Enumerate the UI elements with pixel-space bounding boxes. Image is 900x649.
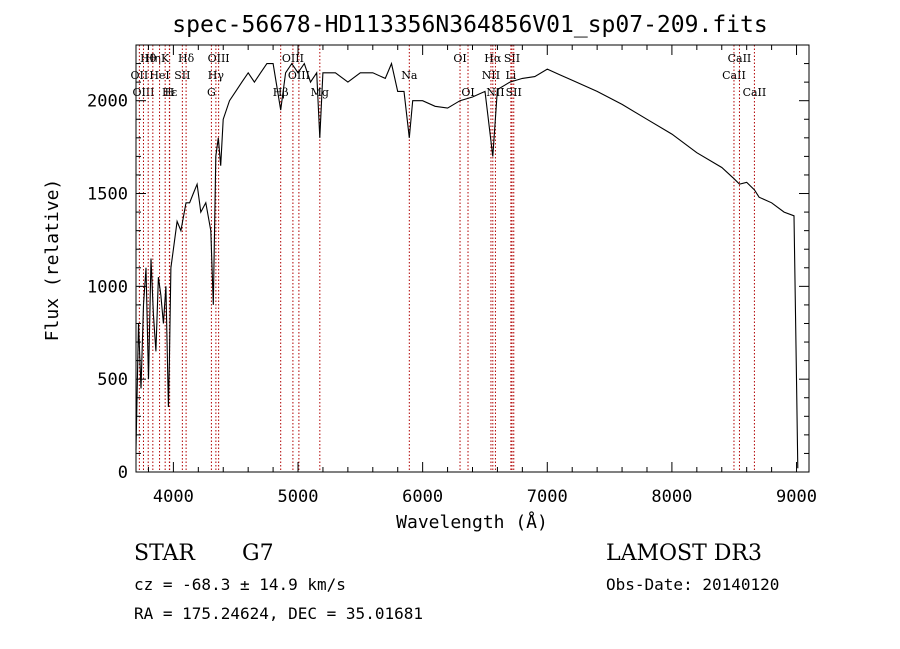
y-tick-label: 1500: [87, 185, 128, 205]
spectrum-line: [135, 61, 799, 469]
spectral-line-label: OIII: [132, 86, 154, 99]
spectral-line-label: Hγ: [208, 69, 225, 82]
x-tick-label: 8000: [651, 487, 692, 507]
chart-title: spec-56678-HD113356N364856V01_sp07-209.f…: [172, 12, 767, 38]
y-axis: 0 500 1000 1500 2000: [87, 63, 809, 483]
spectral-line-label: Mg: [311, 86, 329, 99]
x-tick-label: 5000: [278, 487, 319, 507]
spectral-line-label: H: [165, 86, 175, 99]
x-axis: 4000 5000 6000 7000 8000 9000: [147, 45, 817, 507]
spectral-line-label: OIII: [282, 52, 304, 65]
spectral-line-label: NII: [486, 86, 504, 99]
spectral-line-label: SII: [506, 86, 522, 99]
class-label: STAR: [134, 541, 196, 566]
x-tick-label: 7000: [527, 487, 568, 507]
spectral-line-label: Hδ: [178, 52, 195, 65]
spectral-line-label: HeI: [149, 69, 169, 82]
y-axis-label: Flux (relative): [42, 179, 63, 342]
spectral-line-label: NII: [482, 69, 500, 82]
spectral-line-label: Hε: [162, 86, 178, 99]
spectral-line-label: Hθ: [140, 52, 157, 65]
coords: RA = 175.24624, DEC = 35.01681: [134, 604, 423, 623]
y-tick-label: 1000: [87, 277, 128, 297]
y-tick-label: 0: [118, 463, 128, 483]
y-tick-label: 2000: [87, 92, 128, 112]
spectral-line-label: CaII: [743, 86, 767, 99]
spectral-line-label: Hη: [145, 52, 161, 65]
x-tick-label: 6000: [402, 487, 443, 507]
spectral-line-label: SII: [504, 52, 520, 65]
plot-frame: [135, 44, 810, 473]
x-tick-label: 4000: [153, 487, 194, 507]
subclass-label: G7: [242, 541, 274, 566]
survey-label: LAMOST DR3: [606, 541, 762, 566]
spectral-line-label: G: [207, 86, 216, 99]
spectral-line-label: OII: [131, 69, 149, 82]
y-tick-label: 500: [97, 370, 128, 390]
spectral-line-label: OI: [453, 52, 466, 65]
spectral-line-label: K: [161, 52, 170, 65]
spectral-line-label: Na: [401, 69, 418, 82]
spectral-line-label: Li: [505, 69, 516, 82]
spectral-line-label: CaII: [728, 52, 752, 65]
spectral-line-label: OI: [461, 86, 474, 99]
spectral-line-label: Hα: [484, 52, 502, 65]
obs-date: Obs-Date: 20140120: [606, 575, 779, 594]
spectral-line-label: CaII: [722, 69, 746, 82]
spectral-line-label: SII: [174, 69, 190, 82]
spectral-line-label: Hβ: [273, 86, 289, 99]
spectral-line-label: OIII: [208, 52, 230, 65]
x-tick-label: 9000: [776, 487, 817, 507]
cz-value: cz = -68.3 ± 14.9 km/s: [134, 575, 346, 594]
x-axis-label: Wavelength (Å): [396, 511, 548, 533]
spectral-line-label: OIII: [288, 69, 310, 82]
